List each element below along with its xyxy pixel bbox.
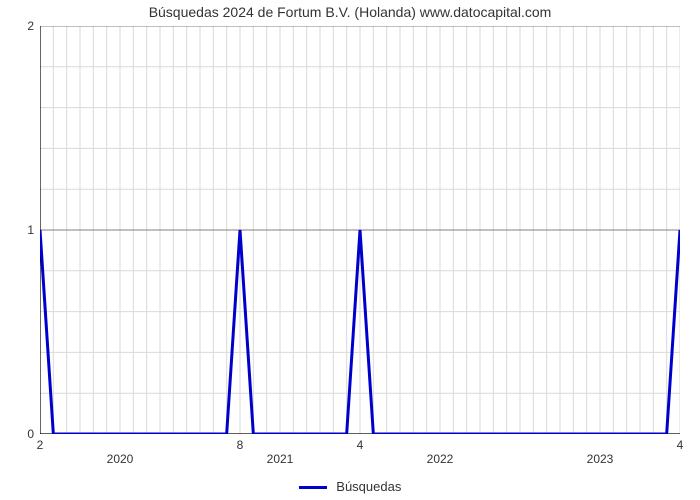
chart-title: Búsquedas 2024 de Fortum B.V. (Holanda) … bbox=[0, 4, 700, 20]
xtick-label: 2022 bbox=[427, 452, 454, 466]
xtick-label: 2021 bbox=[267, 452, 294, 466]
legend-label: Búsquedas bbox=[336, 479, 401, 494]
ytick-label: 2 bbox=[27, 19, 34, 33]
legend-swatch bbox=[299, 486, 327, 489]
x-overlay-number: 4 bbox=[357, 438, 364, 452]
legend: Búsquedas bbox=[0, 479, 700, 494]
chart-container: Búsquedas 2024 de Fortum B.V. (Holanda) … bbox=[0, 0, 700, 500]
ytick-label: 0 bbox=[27, 427, 34, 441]
ytick-label: 1 bbox=[27, 223, 34, 237]
xtick-label: 2020 bbox=[107, 452, 134, 466]
x-overlay-number: 8 bbox=[237, 438, 244, 452]
xtick-label: 2023 bbox=[587, 452, 614, 466]
plot-svg bbox=[40, 26, 680, 434]
x-overlay-number: 4 bbox=[677, 438, 684, 452]
x-overlay-number: 2 bbox=[37, 438, 44, 452]
